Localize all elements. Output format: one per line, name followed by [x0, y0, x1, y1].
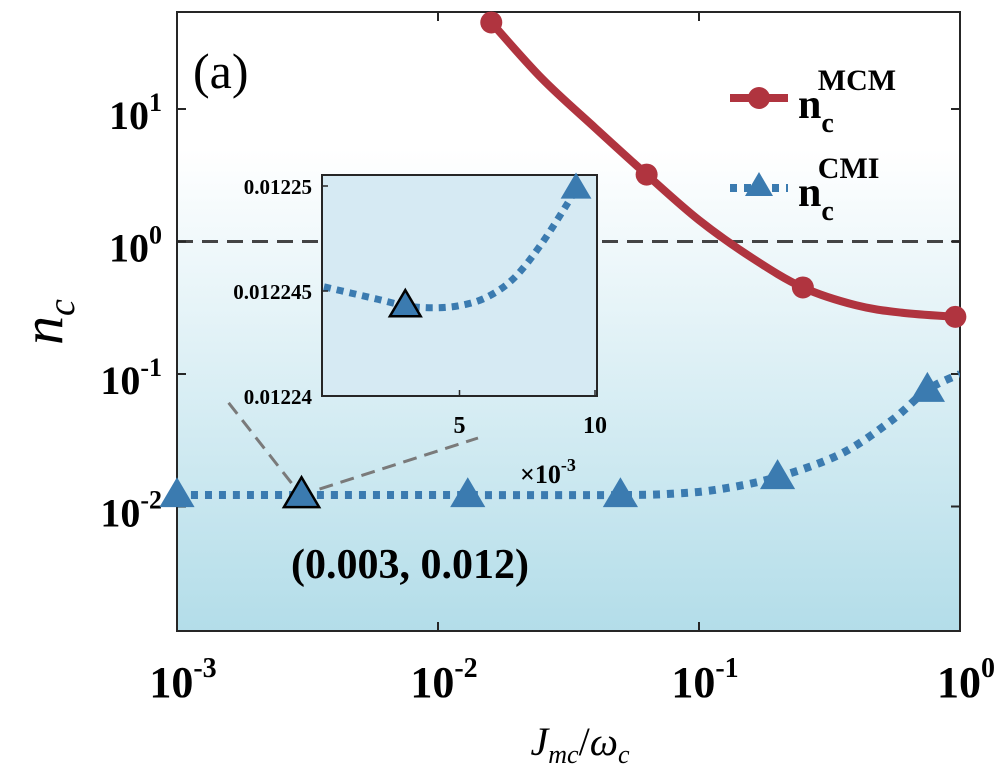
marker-mcm [635, 163, 658, 186]
legend-marker-cmi [745, 172, 773, 196]
marker-cmi [450, 477, 486, 508]
marker-cmi [759, 459, 796, 490]
series-line-mcm [487, 18, 960, 321]
series-markers-cmi [159, 371, 945, 509]
marker-cmi [159, 477, 195, 508]
legend-label-mcm: ncMCM [798, 64, 896, 139]
marker-cmi [602, 477, 639, 508]
inset-connectors [226, 401, 479, 491]
x-tick-label: 10-2 [410, 653, 477, 707]
marker-mcm [791, 276, 814, 299]
connector-line [226, 401, 293, 484]
inset-y-tick-label: 0.012245 [233, 280, 312, 304]
marker-mcm [480, 11, 503, 34]
series-markers-mcm [480, 11, 967, 328]
series-line-cmi [177, 370, 960, 500]
marker-cmi [909, 371, 945, 402]
x-tick-label: 100 [937, 653, 995, 707]
y-axis-label: nc [10, 299, 83, 345]
y-tick-label: 100 [109, 221, 162, 271]
y-tick-label: 10-1 [100, 353, 162, 403]
inset-markers [387, 172, 592, 318]
inset-marker [560, 172, 592, 199]
panel-label: (a) [193, 43, 249, 99]
x-axis-label: Jmc/ωc [530, 719, 629, 769]
inset-x-tick-label: 5 [454, 413, 466, 439]
inset-y-tick-label: 0.01224 [244, 385, 313, 409]
inset-highlight-marker [387, 287, 423, 318]
x-tick-label: 10-3 [149, 653, 216, 707]
inset-x-multiplier: ×10-3 [520, 455, 576, 489]
legend-entry-mcm: ncMCM [730, 64, 896, 139]
inset-ticks [322, 185, 596, 397]
inset: 0.01225 0.012245 0.01224 5 10 ×10-3 [233, 172, 607, 489]
connector-line [319, 436, 479, 491]
inset-x-tick-label: 10 [583, 413, 607, 439]
highlight-label: (0.003, 0.012) [291, 542, 529, 588]
inset-background [321, 174, 598, 397]
y-tick-label: 101 [109, 88, 162, 138]
highlight-marker-cmi [281, 474, 322, 509]
legend-entry-cmi: ncCMI [730, 152, 879, 227]
x-tick-labels: 10-3 10-2 10-1 100 [149, 653, 995, 707]
legend: ncMCM ncCMI [730, 64, 896, 227]
legend-label-cmi: ncCMI [798, 152, 879, 227]
y-tick-labels: 10-2 10-1 100 101 [100, 88, 162, 536]
marker-mcm [944, 305, 967, 328]
x-tick-label: 10-1 [671, 653, 738, 707]
y-tick-label: 10-2 [100, 486, 162, 536]
inset-y-tick-label: 0.01225 [244, 175, 312, 199]
legend-marker-mcm [748, 87, 770, 109]
